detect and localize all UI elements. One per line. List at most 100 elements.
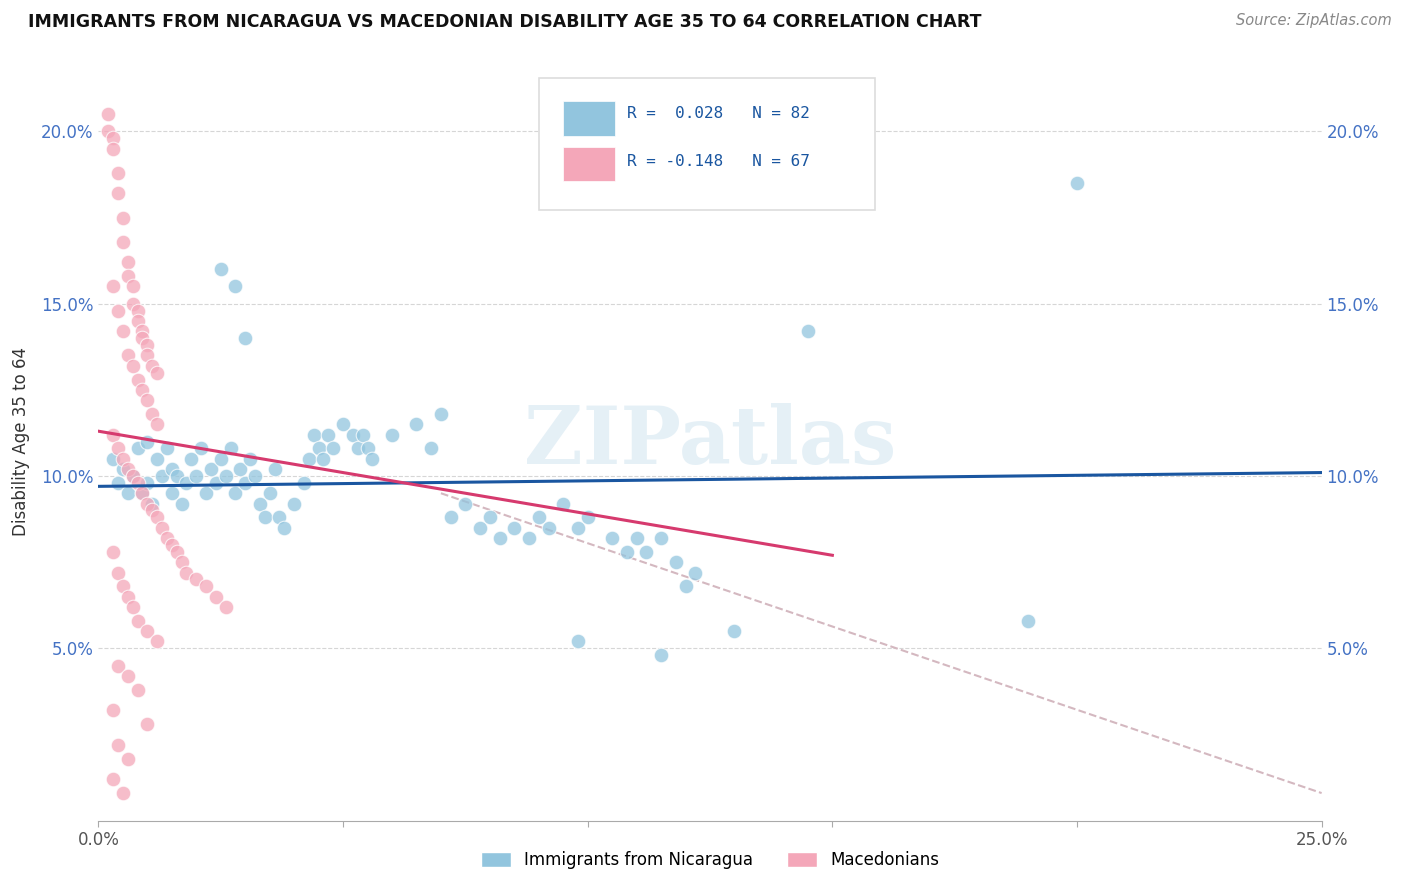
Point xyxy=(527,510,550,524)
Point xyxy=(440,510,463,524)
Point xyxy=(454,497,477,511)
Point xyxy=(233,331,256,345)
Point xyxy=(131,324,153,338)
Point xyxy=(205,590,228,604)
Point xyxy=(346,442,368,456)
Point xyxy=(146,451,169,466)
Point xyxy=(723,624,745,639)
Point xyxy=(136,348,159,362)
Point xyxy=(107,658,129,673)
Point xyxy=(239,451,262,466)
Point xyxy=(600,531,623,545)
Point xyxy=(405,417,427,432)
FancyBboxPatch shape xyxy=(564,101,614,136)
Point xyxy=(283,497,305,511)
Point xyxy=(141,407,163,421)
Text: Source: ZipAtlas.com: Source: ZipAtlas.com xyxy=(1236,13,1392,29)
Point xyxy=(131,486,153,500)
Point xyxy=(312,451,335,466)
Point xyxy=(97,107,120,121)
Point xyxy=(322,442,344,456)
Point xyxy=(166,545,188,559)
Point xyxy=(229,462,252,476)
Point xyxy=(107,303,129,318)
Point xyxy=(269,510,291,524)
Point xyxy=(127,682,149,697)
Point xyxy=(356,442,378,456)
Point xyxy=(107,566,129,580)
Point xyxy=(107,186,129,201)
Point xyxy=(214,469,236,483)
Point xyxy=(170,555,193,569)
Point xyxy=(111,451,134,466)
Point xyxy=(576,510,599,524)
Point xyxy=(332,417,354,432)
Point xyxy=(430,407,453,421)
Point xyxy=(136,497,159,511)
Point xyxy=(121,359,143,373)
Point xyxy=(97,124,120,138)
Point xyxy=(420,442,443,456)
Point xyxy=(101,131,124,145)
Point xyxy=(111,211,134,225)
Y-axis label: Disability Age 35 to 64: Disability Age 35 to 64 xyxy=(11,347,30,536)
Point xyxy=(361,451,384,466)
Point xyxy=(195,579,218,593)
Point xyxy=(537,521,560,535)
Point xyxy=(121,296,143,310)
Point xyxy=(136,393,159,408)
Point xyxy=(146,366,169,380)
Point xyxy=(117,348,139,362)
Point xyxy=(136,475,159,490)
Point xyxy=(121,279,143,293)
Point xyxy=(127,442,149,456)
Point xyxy=(136,717,159,731)
Point xyxy=(517,531,540,545)
Point xyxy=(381,427,404,442)
Point xyxy=(121,469,143,483)
Point xyxy=(176,475,198,490)
Point xyxy=(117,269,139,284)
Point xyxy=(136,434,159,449)
Point xyxy=(101,427,124,442)
Point xyxy=(146,634,169,648)
Point xyxy=(156,531,179,545)
Point xyxy=(200,462,222,476)
Point xyxy=(243,469,266,483)
Point xyxy=(214,599,236,614)
Point xyxy=(478,510,501,524)
Point xyxy=(186,573,208,587)
Point xyxy=(176,566,198,580)
Point xyxy=(111,235,134,249)
Point xyxy=(121,599,143,614)
Point xyxy=(160,538,183,552)
Point xyxy=(219,442,242,456)
Point xyxy=(1017,614,1039,628)
Point xyxy=(302,427,325,442)
Point xyxy=(107,475,129,490)
FancyBboxPatch shape xyxy=(564,146,614,181)
Point xyxy=(107,166,129,180)
Point xyxy=(553,497,575,511)
Point xyxy=(675,579,697,593)
Point xyxy=(205,475,228,490)
Point xyxy=(468,521,491,535)
Point xyxy=(195,486,218,500)
Point xyxy=(567,634,589,648)
Point xyxy=(224,279,246,293)
Point xyxy=(685,566,707,580)
Point xyxy=(141,359,163,373)
Point xyxy=(117,486,139,500)
Point xyxy=(342,427,364,442)
Point xyxy=(190,442,212,456)
Point xyxy=(101,545,124,559)
Point xyxy=(567,521,589,535)
Point xyxy=(488,531,510,545)
Point xyxy=(503,521,526,535)
Point xyxy=(150,521,173,535)
Point xyxy=(111,786,134,800)
Point xyxy=(111,579,134,593)
Point xyxy=(650,531,672,545)
Point xyxy=(160,462,183,476)
Point xyxy=(127,475,149,490)
